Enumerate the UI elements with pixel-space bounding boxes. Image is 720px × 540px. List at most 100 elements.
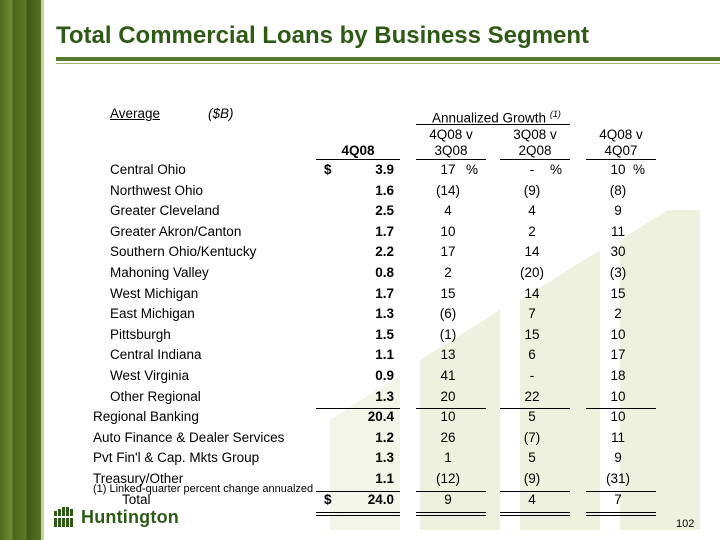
footnote: (1) Linked-quarter percent change annual… xyxy=(93,483,314,495)
average-label: Average xyxy=(110,106,161,121)
row-growth-4q08-v-3q08: 4 xyxy=(444,203,452,218)
growth-header-rule xyxy=(416,124,570,125)
row-growth-3q08-v-2q08: (7) xyxy=(523,430,541,445)
total-double-rule xyxy=(416,515,486,516)
row-value-4q08: 1.3 xyxy=(375,306,394,321)
annualized-growth-label: Annualized Growth xyxy=(432,110,547,126)
col-b-line2: 2Q08 xyxy=(518,143,552,158)
row-growth-4q08-v-4q07: 15 xyxy=(610,286,626,301)
row-label: Auto Finance & Dealer Services xyxy=(93,430,285,445)
row-growth-4q08-v-4q07: 30 xyxy=(610,244,626,259)
unit-label: ($B) xyxy=(208,106,234,121)
row-growth-4q08-v-3q08: 10 xyxy=(440,409,456,424)
row-label: Other Regional xyxy=(110,389,201,404)
row-growth-3q08-v-2q08: 4 xyxy=(528,492,536,507)
row-growth-4q08-v-4q07: (31) xyxy=(605,471,630,486)
col-c-line2: 4Q07 xyxy=(604,143,638,158)
row-label: Mahoning Valley xyxy=(110,265,209,280)
row-growth-4q08-v-3q08: 41 xyxy=(440,368,456,383)
row-value-4q08: 1.3 xyxy=(375,450,394,465)
row-label: Pittsburgh xyxy=(110,327,171,342)
row-value-4q08: 1.3 xyxy=(375,389,394,404)
header-rule-a xyxy=(416,159,486,160)
header-rule-c xyxy=(586,159,656,160)
row-label: Pvt Fin'l & Cap. Mkts Group xyxy=(93,450,260,465)
row-growth-4q08-v-4q07: 17 xyxy=(610,347,626,362)
annualized-growth-header: Annualized Growth (1) xyxy=(432,106,561,127)
col-a-line1: 4Q08 v xyxy=(429,127,473,142)
row-value-4q08: 20.4 xyxy=(367,409,394,424)
row-growth-4q08-v-3q08: 20 xyxy=(440,389,456,404)
row-growth-3q08-v-2q08: 5 xyxy=(528,409,536,424)
row-growth-3q08-v-2q08: (9) xyxy=(523,471,541,486)
total-double-rule xyxy=(586,512,656,513)
title-rule xyxy=(56,57,720,61)
row-label: Northwest Ohio xyxy=(110,183,204,198)
total-rule xyxy=(316,491,400,492)
row-pct-a: % xyxy=(466,162,479,177)
total-double-rule xyxy=(586,515,656,516)
row-growth-4q08-v-4q07: 10 xyxy=(610,162,626,177)
row-growth-4q08-v-4q07: 10 xyxy=(610,409,626,424)
row-value-4q08: 1.7 xyxy=(375,286,394,301)
row-label: West Michigan xyxy=(110,286,199,301)
row-growth-4q08-v-4q07: 7 xyxy=(614,492,622,507)
annualized-growth-note: (1) xyxy=(549,109,561,119)
row-value-4q08: 1.1 xyxy=(375,347,394,362)
row-growth-4q08-v-4q07: (8) xyxy=(609,183,627,198)
row-dollar-sign: $ xyxy=(324,162,332,177)
row-value-4q08: 2.5 xyxy=(375,203,394,218)
row-growth-4q08-v-3q08: 2 xyxy=(444,265,452,280)
total-rule xyxy=(586,491,656,492)
col-a-line2: 3Q08 xyxy=(434,143,468,158)
row-growth-4q08-v-3q08: (1) xyxy=(439,327,457,342)
total-double-rule xyxy=(500,515,570,516)
row-growth-4q08-v-4q07: 11 xyxy=(610,224,625,239)
row-growth-4q08-v-4q07: (3) xyxy=(609,265,627,280)
row-value-4q08: 1.6 xyxy=(375,183,394,198)
total-double-rule xyxy=(500,512,570,513)
row-growth-4q08-v-3q08: (14) xyxy=(435,183,460,198)
row-growth-4q08-v-4q07: 10 xyxy=(610,389,626,404)
row-value-4q08: 3.9 xyxy=(375,162,394,177)
huntington-logo-icon xyxy=(54,507,73,527)
subtotal-rule xyxy=(586,408,656,409)
row-label: East Michigan xyxy=(110,306,195,321)
row-growth-4q08-v-4q07: 2 xyxy=(614,306,622,321)
row-growth-3q08-v-2q08: 15 xyxy=(524,327,540,342)
row-growth-4q08-v-4q07: 11 xyxy=(610,430,625,445)
row-value-4q08: 0.9 xyxy=(375,368,394,383)
row-label: Southern Ohio/Kentucky xyxy=(110,244,257,259)
logo-text: Huntington xyxy=(81,506,179,527)
row-growth-3q08-v-2q08: 5 xyxy=(528,450,536,465)
row-growth-3q08-v-2q08: (9) xyxy=(523,183,541,198)
total-double-rule xyxy=(316,515,400,516)
row-value-4q08: 2.2 xyxy=(375,244,394,259)
row-growth-4q08-v-3q08: 26 xyxy=(440,430,456,445)
row-growth-3q08-v-2q08: - xyxy=(529,368,535,383)
row-growth-4q08-v-3q08: 15 xyxy=(440,286,456,301)
row-growth-4q08-v-4q07: 9 xyxy=(614,450,622,465)
row-growth-3q08-v-2q08: 14 xyxy=(524,286,540,301)
row-growth-4q08-v-3q08: 13 xyxy=(440,347,456,362)
header-rule-4q08 xyxy=(316,159,400,160)
row-value-4q08: 1.2 xyxy=(375,430,394,445)
subtotal-rule xyxy=(416,408,486,409)
row-value-4q08: 1.1 xyxy=(375,471,394,486)
page-title: Total Commercial Loans by Business Segme… xyxy=(56,22,590,49)
row-growth-4q08-v-3q08: 17 xyxy=(440,244,456,259)
col-c-line1: 4Q08 v xyxy=(599,127,643,142)
col-4q08-header: 4Q08 xyxy=(341,143,375,158)
row-pct-c: % xyxy=(633,162,646,177)
row-growth-4q08-v-4q07: 10 xyxy=(610,327,626,342)
row-growth-4q08-v-3q08: 17 xyxy=(440,162,456,177)
row-growth-3q08-v-2q08: 4 xyxy=(528,203,536,218)
subtotal-rule xyxy=(316,408,400,409)
row-label: Greater Akron/Canton xyxy=(110,224,242,239)
row-value-4q08: 24.0 xyxy=(367,492,394,507)
huntington-logo: Huntington xyxy=(54,506,179,528)
total-double-rule xyxy=(416,512,486,513)
row-label: Regional Banking xyxy=(93,409,199,424)
row-growth-3q08-v-2q08: 22 xyxy=(524,389,540,404)
